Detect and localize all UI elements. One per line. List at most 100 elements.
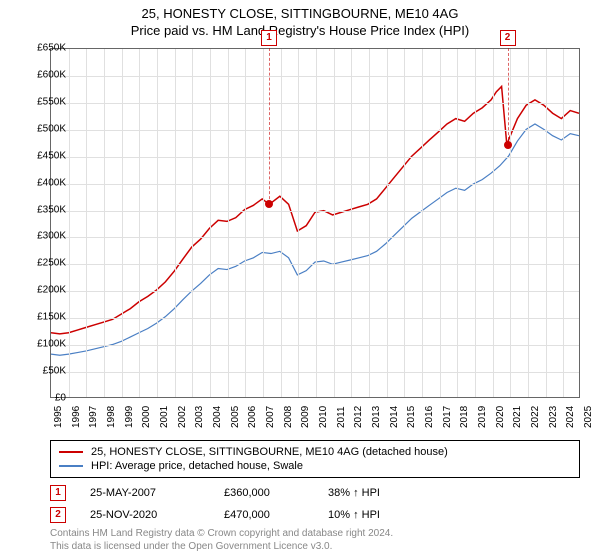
gridline-v: [139, 49, 140, 397]
y-axis-label: £250K: [37, 258, 66, 269]
gridline-h: [51, 318, 579, 319]
legend-row: 25, HONESTY CLOSE, SITTINGBOURNE, ME10 4…: [59, 445, 571, 459]
gridline-v: [122, 49, 123, 397]
y-axis-label: £550K: [37, 96, 66, 107]
gridline-h: [51, 211, 579, 212]
y-axis-label: £650K: [37, 43, 66, 54]
marker-table-row: 1 25-MAY-2007 £360,000 38% ↑ HPI: [50, 482, 418, 504]
gridline-h: [51, 264, 579, 265]
y-axis-label: £50K: [43, 366, 66, 377]
x-axis-label: 2005: [230, 406, 241, 428]
title-line-1: 25, HONESTY CLOSE, SITTINGBOURNE, ME10 4…: [0, 6, 600, 23]
gridline-h: [51, 76, 579, 77]
gridline-h: [51, 372, 579, 373]
gridline-v: [298, 49, 299, 397]
gridline-v: [157, 49, 158, 397]
gridline-v: [369, 49, 370, 397]
legend-swatch: [59, 451, 83, 453]
gridline-v: [263, 49, 264, 397]
gridline-v: [422, 49, 423, 397]
marker-date: 25-NOV-2020: [90, 509, 200, 521]
gridline-v: [528, 49, 529, 397]
gridline-v: [86, 49, 87, 397]
legend-label: HPI: Average price, detached house, Swal…: [91, 460, 303, 472]
x-axis-label: 1997: [88, 406, 99, 428]
x-axis-label: 2002: [177, 406, 188, 428]
y-axis-label: £450K: [37, 150, 66, 161]
footer-line: This data is licensed under the Open Gov…: [50, 541, 393, 554]
marker-price: £360,000: [224, 487, 304, 499]
legend-box: 25, HONESTY CLOSE, SITTINGBOURNE, ME10 4…: [50, 440, 580, 478]
legend-swatch: [59, 465, 83, 467]
footer-line: Contains HM Land Registry data © Crown c…: [50, 528, 393, 541]
marker-hpi: 38% ↑ HPI: [328, 487, 418, 499]
gridline-v: [475, 49, 476, 397]
y-axis-label: £150K: [37, 312, 66, 323]
marker-id-box: 1: [50, 485, 66, 501]
gridline-h: [51, 237, 579, 238]
marker-vertical-line: [508, 48, 509, 145]
x-axis-label: 2004: [212, 406, 223, 428]
y-axis-label: £400K: [37, 177, 66, 188]
gridline-v: [334, 49, 335, 397]
gridline-v: [228, 49, 229, 397]
gridline-v: [175, 49, 176, 397]
x-axis-label: 2003: [194, 406, 205, 428]
marker-id-box: 2: [50, 507, 66, 523]
x-axis-label: 1995: [53, 406, 64, 428]
gridline-v: [351, 49, 352, 397]
x-axis-label: 2006: [247, 406, 258, 428]
x-axis-label: 2014: [389, 406, 400, 428]
series-line: [51, 124, 579, 355]
marker-table-row: 2 25-NOV-2020 £470,000 10% ↑ HPI: [50, 504, 418, 526]
x-axis-label: 2021: [512, 406, 523, 428]
gridline-v: [493, 49, 494, 397]
x-axis-label: 2017: [442, 406, 453, 428]
chart-plot-area: [50, 48, 580, 398]
y-axis-label: £600K: [37, 69, 66, 80]
gridline-v: [192, 49, 193, 397]
gridline-h: [51, 130, 579, 131]
x-axis-label: 2020: [495, 406, 506, 428]
footer-attribution: Contains HM Land Registry data © Crown c…: [50, 528, 393, 553]
x-axis-label: 2024: [565, 406, 576, 428]
gridline-v: [404, 49, 405, 397]
y-axis-label: £200K: [37, 285, 66, 296]
marker-id-box: 1: [261, 30, 277, 46]
x-axis-label: 1999: [124, 406, 135, 428]
x-axis-label: 2023: [548, 406, 559, 428]
x-axis-label: 2010: [318, 406, 329, 428]
y-axis-label: £0: [55, 393, 66, 404]
gridline-v: [281, 49, 282, 397]
x-axis-label: 2001: [159, 406, 170, 428]
x-axis-label: 1998: [106, 406, 117, 428]
gridline-v: [210, 49, 211, 397]
gridline-h: [51, 291, 579, 292]
x-axis-label: 2008: [283, 406, 294, 428]
x-axis-label: 2022: [530, 406, 541, 428]
gridline-v: [440, 49, 441, 397]
gridline-h: [51, 103, 579, 104]
marker-vertical-line: [269, 48, 270, 204]
y-axis-label: £500K: [37, 123, 66, 134]
x-axis-label: 2009: [300, 406, 311, 428]
gridline-v: [245, 49, 246, 397]
gridline-v: [69, 49, 70, 397]
legend-row: HPI: Average price, detached house, Swal…: [59, 459, 571, 473]
x-axis-label: 2015: [406, 406, 417, 428]
x-axis-label: 2011: [336, 406, 347, 428]
x-axis-label: 2012: [353, 406, 364, 428]
marker-dot: [504, 141, 512, 149]
x-axis-label: 1996: [71, 406, 82, 428]
gridline-v: [510, 49, 511, 397]
y-axis-label: £300K: [37, 231, 66, 242]
y-axis-label: £350K: [37, 204, 66, 215]
x-axis-label: 2000: [141, 406, 152, 428]
gridline-v: [457, 49, 458, 397]
marker-date: 25-MAY-2007: [90, 487, 200, 499]
x-axis-label: 2013: [371, 406, 382, 428]
gridline-v: [104, 49, 105, 397]
marker-table: 1 25-MAY-2007 £360,000 38% ↑ HPI 2 25-NO…: [50, 482, 418, 526]
gridline-v: [563, 49, 564, 397]
marker-id-box: 2: [500, 30, 516, 46]
